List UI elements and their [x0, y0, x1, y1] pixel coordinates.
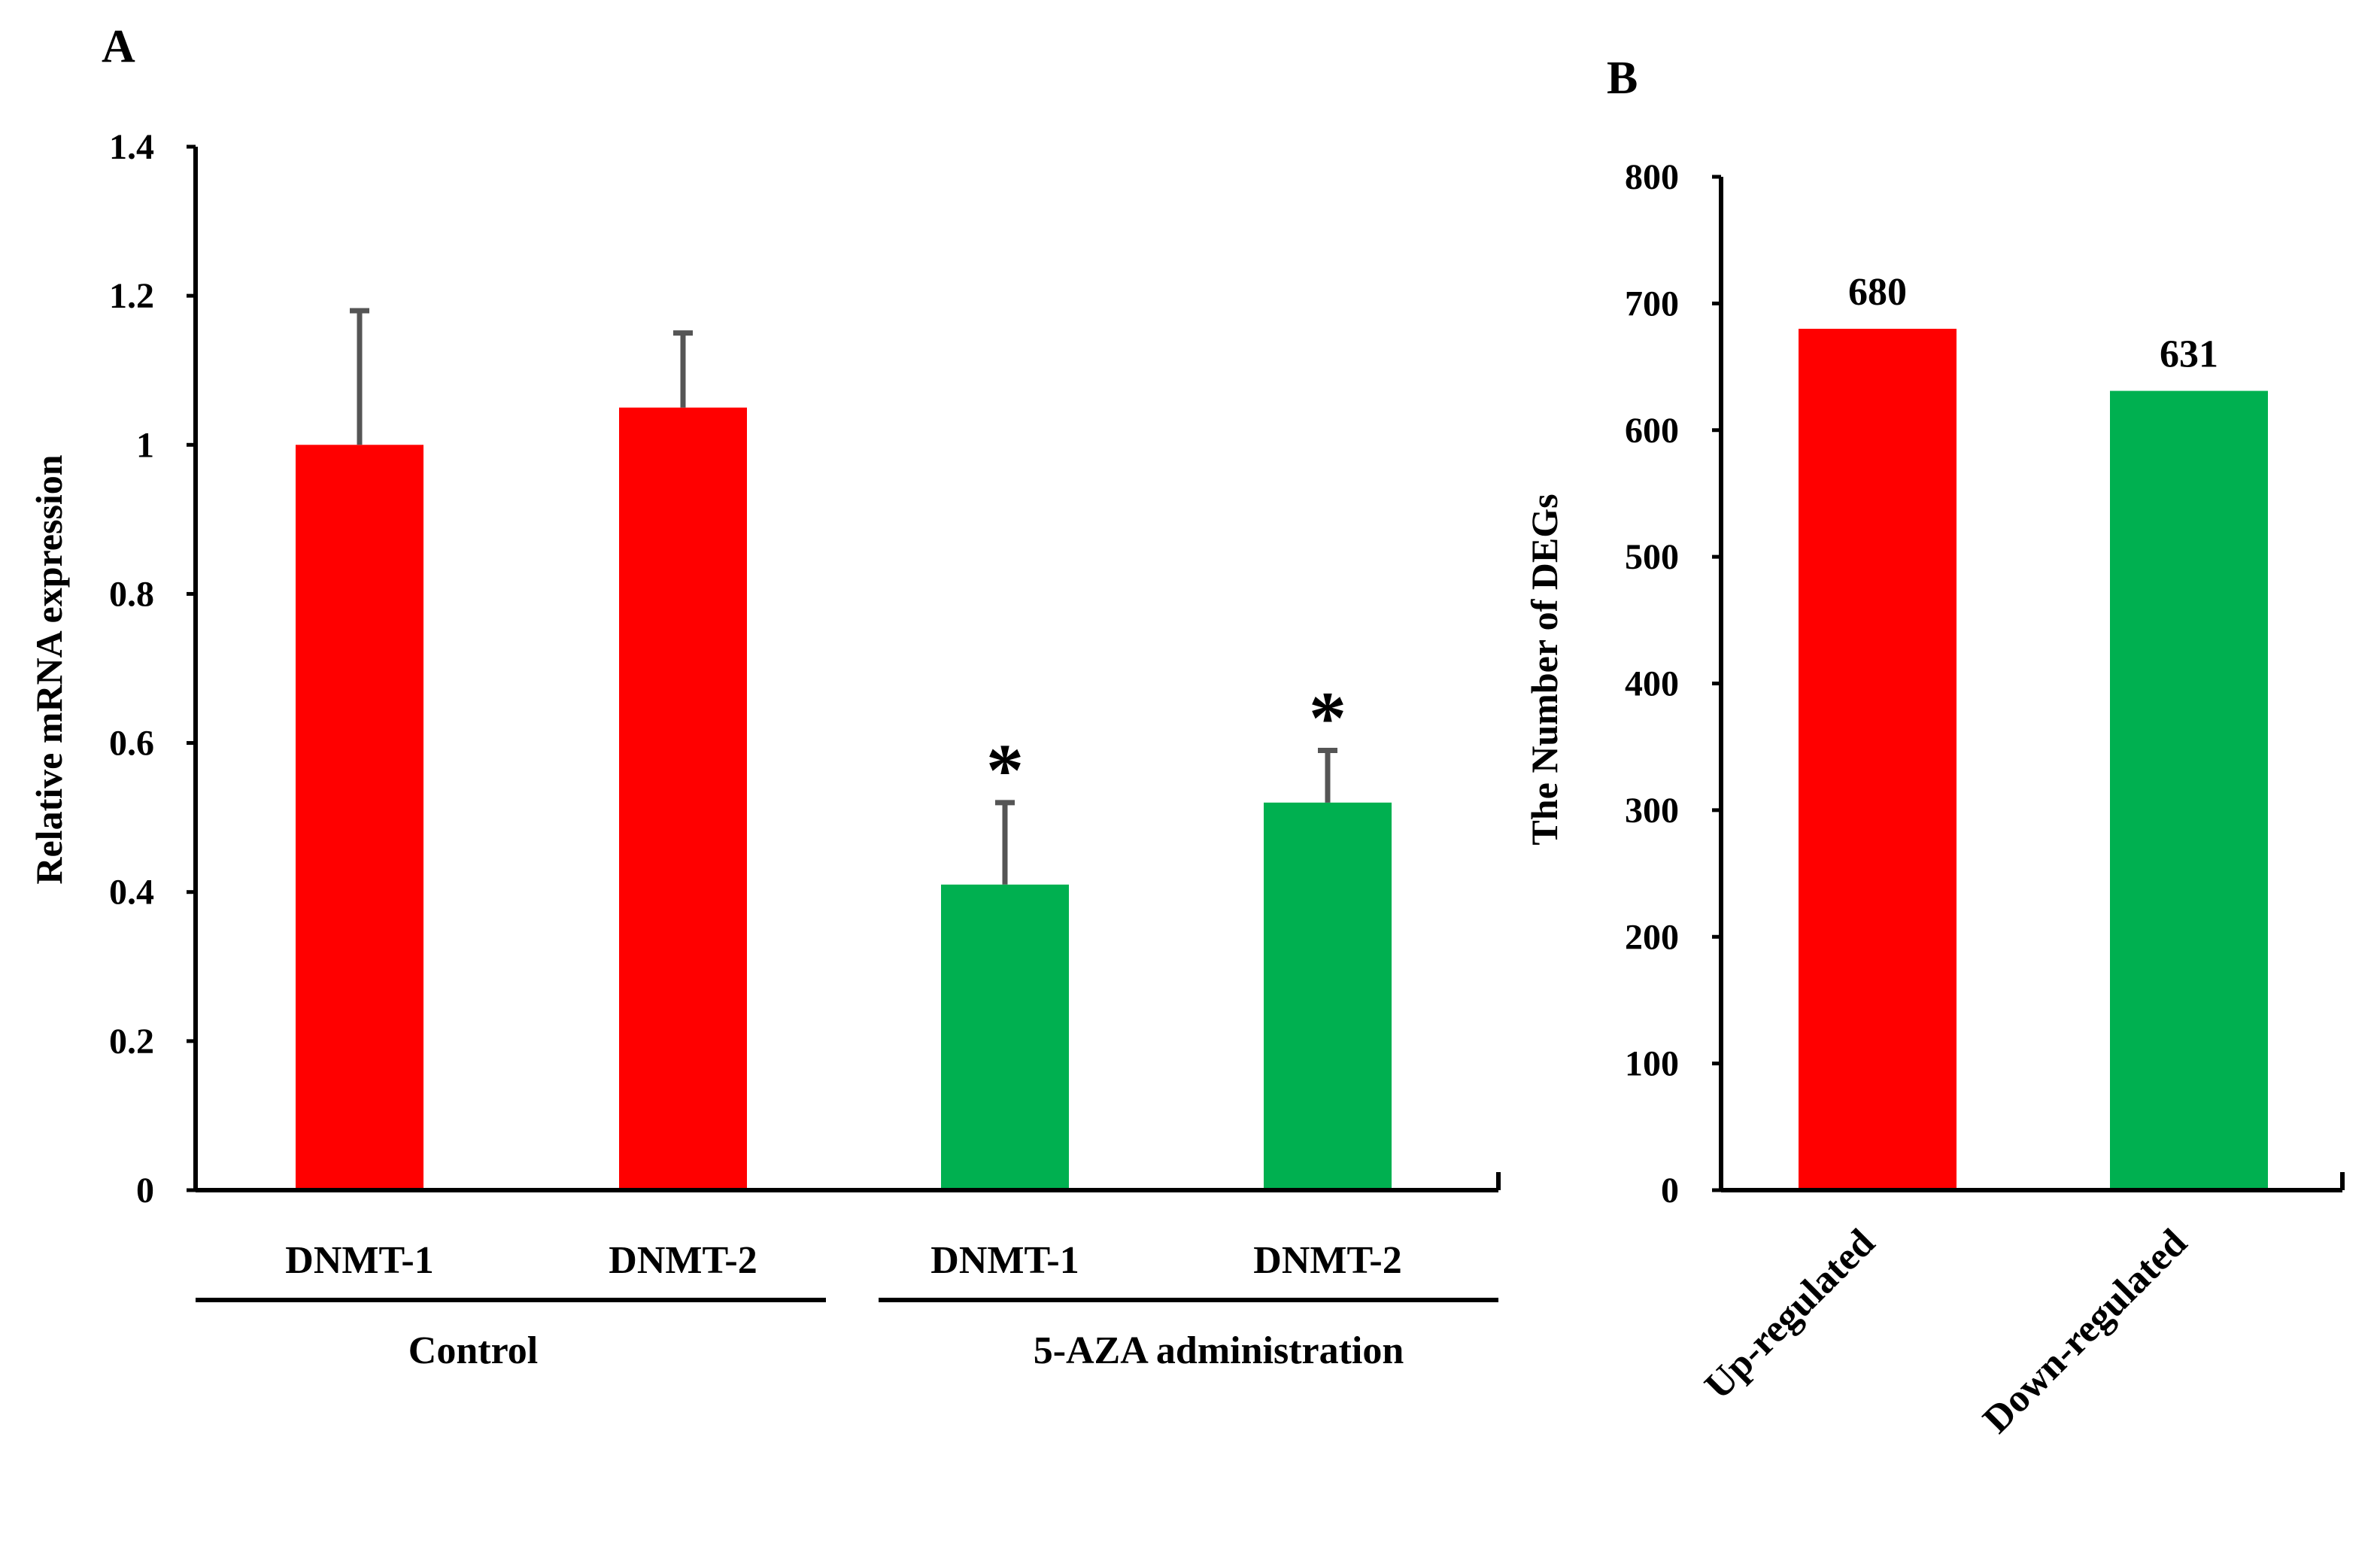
panel-a-group-label: Control	[408, 1329, 538, 1372]
panel-a-tick-label: 0.4	[109, 873, 154, 913]
panel-b-category-label: Up-regulated	[1697, 1221, 1884, 1408]
panel-a-letter: A	[102, 21, 135, 72]
panel-b-tick-label: 0	[1661, 1171, 1679, 1210]
panel-a-group-label: 5-AZA administration	[1034, 1329, 1404, 1372]
panel-b-bar	[1799, 329, 1957, 1190]
panel-a-category-label: DNMT-2	[1253, 1239, 1401, 1282]
panel-b-bar	[2110, 390, 2268, 1191]
panel-a-bar	[619, 407, 747, 1190]
panel-a-bar	[1264, 802, 1392, 1190]
panel-b-data-label: 680	[1848, 271, 1907, 314]
panel-a-axes	[193, 147, 1501, 1192]
panel-b-tick-label: 300	[1625, 791, 1679, 831]
panel-b-tick-label: 500	[1625, 537, 1679, 577]
panel-b-tick-label: 100	[1625, 1044, 1679, 1084]
panel-a-tick-label: 0.8	[109, 574, 154, 614]
panel-a-bar	[941, 884, 1069, 1190]
panel-b-category-label: Down-regulated	[1975, 1221, 2196, 1441]
panel-b-y-axis-label: The Number of DEGs	[1523, 494, 1565, 845]
panel-a-category-label: DNMT-1	[930, 1239, 1079, 1282]
panel-a-category-label: DNMT-1	[285, 1239, 433, 1282]
panel-a-y-ticks: 0 0.2 0.4 0.6 0.8 1 1.2 1.4	[109, 127, 196, 1210]
panel-b-tick-label: 400	[1625, 664, 1679, 704]
panel-b-y-ticks: 0 100 200 300 400 500 600 700 800	[1625, 157, 1721, 1210]
panel-a-bars: **	[296, 308, 1392, 1190]
panel-b-bars: 680 631	[1799, 271, 2268, 1191]
panel-b-tick-label: 700	[1625, 284, 1679, 323]
panel-a-tick-label: 1	[136, 425, 154, 465]
panel-b-axes	[1719, 177, 2345, 1192]
panel-b-tick-label: 200	[1625, 917, 1679, 957]
panel-a-bar	[296, 445, 423, 1190]
panel-a-group-labels: Control 5-AZA administration	[196, 1298, 1498, 1372]
panel-a-tick-label: 0	[136, 1171, 154, 1210]
panel-a-category-labels: DNMT-1 DNMT-2 DNMT-1 DNMT-2	[285, 1239, 1401, 1282]
panel-a-tick-label: 1.4	[109, 127, 154, 167]
panel-a-tick-label: 0.6	[109, 724, 154, 764]
panel-b-tick-label: 800	[1625, 157, 1679, 197]
panel-b-tick-label: 600	[1625, 411, 1679, 451]
panel-a-y-axis-label: Relative mRNA expression	[28, 454, 70, 884]
panel-a-significance-marker: *	[986, 728, 1024, 812]
panel-b-category-labels: Up-regulated Down-regulated	[1697, 1221, 2196, 1441]
panel-a-significance-marker: *	[1309, 676, 1346, 759]
panel-b-data-label: 631	[2160, 333, 2218, 376]
panel-b-chart: B The Number of DEGs 0 100 200 300 400 500 600…	[1523, 53, 2345, 1441]
panel-a-tick-label: 0.2	[109, 1022, 154, 1062]
panel-a-tick-label: 1.2	[109, 276, 154, 316]
panel-b-letter: B	[1607, 53, 1638, 104]
panel-a-chart: A Relative mRNA expression 0 0.2 0.4 0.6 0.8…	[28, 21, 1501, 1372]
panel-a-category-label: DNMT-2	[609, 1239, 757, 1282]
